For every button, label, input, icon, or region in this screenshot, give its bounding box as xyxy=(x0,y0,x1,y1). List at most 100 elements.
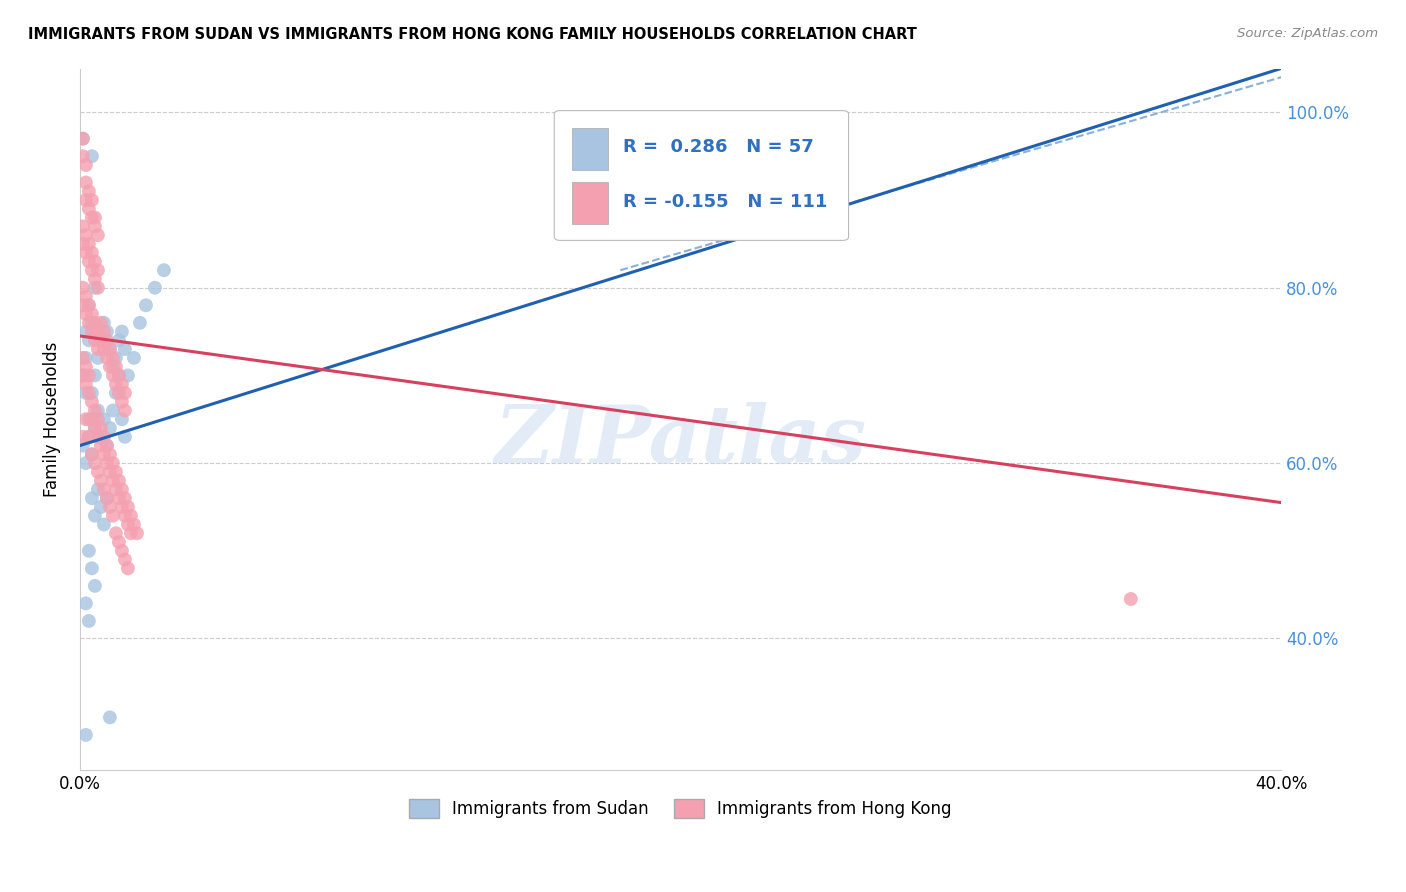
Point xyxy=(80,491,103,505)
Point xyxy=(72,351,94,365)
Point xyxy=(77,386,100,401)
Point xyxy=(72,281,94,295)
Point xyxy=(117,517,139,532)
Point xyxy=(75,596,97,610)
Point xyxy=(72,236,94,251)
Point xyxy=(114,508,136,523)
Point xyxy=(117,561,139,575)
Point xyxy=(90,334,112,348)
Point xyxy=(72,439,94,453)
Point xyxy=(120,526,142,541)
Point xyxy=(104,359,127,374)
Point xyxy=(77,316,100,330)
Point xyxy=(114,403,136,417)
Point xyxy=(77,430,100,444)
Point xyxy=(75,158,97,172)
Point xyxy=(75,456,97,470)
Point xyxy=(77,202,100,216)
Point xyxy=(96,491,118,505)
Point xyxy=(111,483,134,497)
Point xyxy=(122,351,145,365)
Text: ZIPatlas: ZIPatlas xyxy=(495,401,866,479)
Point xyxy=(80,412,103,426)
Point xyxy=(125,526,148,541)
Point xyxy=(101,359,124,374)
Point xyxy=(98,342,121,356)
Point xyxy=(83,211,105,225)
Point xyxy=(75,193,97,207)
Point xyxy=(72,430,94,444)
Point xyxy=(75,228,97,243)
Point xyxy=(93,316,115,330)
Point xyxy=(101,508,124,523)
Point xyxy=(108,491,131,505)
Point xyxy=(108,368,131,383)
Point xyxy=(80,245,103,260)
Point xyxy=(101,474,124,488)
Point xyxy=(83,254,105,268)
Point xyxy=(90,474,112,488)
Text: R = -0.155   N = 111: R = -0.155 N = 111 xyxy=(623,193,827,211)
Point xyxy=(143,281,166,295)
Point xyxy=(111,394,134,409)
Point xyxy=(80,561,103,575)
Point xyxy=(111,500,134,514)
Point xyxy=(87,325,110,339)
Point xyxy=(80,447,103,461)
Legend: Immigrants from Sudan, Immigrants from Hong Kong: Immigrants from Sudan, Immigrants from H… xyxy=(402,793,959,825)
Point xyxy=(87,263,110,277)
Point xyxy=(83,219,105,234)
Point xyxy=(153,263,176,277)
Point xyxy=(96,439,118,453)
Point xyxy=(87,483,110,497)
Point xyxy=(75,359,97,374)
Point xyxy=(80,394,103,409)
Point xyxy=(117,500,139,514)
Point xyxy=(93,483,115,497)
Point xyxy=(83,403,105,417)
Point xyxy=(93,517,115,532)
Point xyxy=(83,281,105,295)
Point xyxy=(75,386,97,401)
Point xyxy=(77,412,100,426)
Point xyxy=(80,325,103,339)
Point xyxy=(87,281,110,295)
Point xyxy=(93,412,115,426)
Point xyxy=(104,377,127,392)
Point xyxy=(87,412,110,426)
Point xyxy=(80,193,103,207)
Point xyxy=(77,543,100,558)
Point xyxy=(93,447,115,461)
Point xyxy=(108,368,131,383)
Point xyxy=(90,421,112,435)
Point xyxy=(80,307,103,321)
Point xyxy=(98,710,121,724)
Point xyxy=(90,500,112,514)
Point xyxy=(114,430,136,444)
Point xyxy=(104,386,127,401)
Point xyxy=(87,228,110,243)
Point xyxy=(114,552,136,566)
Point xyxy=(96,325,118,339)
Point xyxy=(104,526,127,541)
Point xyxy=(101,351,124,365)
Point xyxy=(111,377,134,392)
Point xyxy=(104,483,127,497)
Point xyxy=(83,421,105,435)
Point xyxy=(87,342,110,356)
Point xyxy=(80,263,103,277)
Point xyxy=(87,430,110,444)
Point xyxy=(98,465,121,479)
Point xyxy=(96,351,118,365)
Point xyxy=(90,439,112,453)
Point xyxy=(108,386,131,401)
Point xyxy=(77,184,100,198)
Point xyxy=(114,342,136,356)
Point xyxy=(108,535,131,549)
Point xyxy=(108,334,131,348)
FancyBboxPatch shape xyxy=(572,128,609,170)
Point xyxy=(101,456,124,470)
Point xyxy=(80,316,103,330)
Point xyxy=(77,614,100,628)
Point xyxy=(104,465,127,479)
